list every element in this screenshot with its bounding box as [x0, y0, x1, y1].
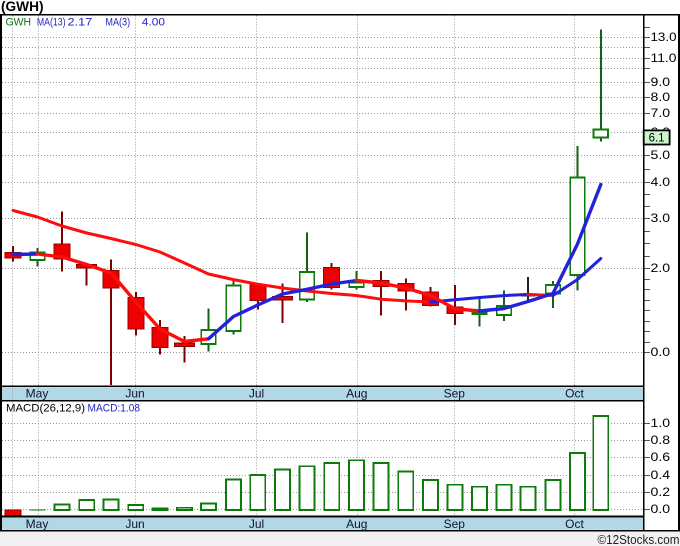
- svg-text:MA(13): MA(13): [37, 17, 66, 29]
- svg-text:MA(3): MA(3): [105, 17, 130, 29]
- svg-text:0.0: 0.0: [651, 345, 671, 359]
- svg-text:0.8: 0.8: [651, 433, 671, 447]
- svg-text:3.0: 3.0: [651, 211, 671, 225]
- svg-text:Jun: Jun: [125, 387, 144, 401]
- svg-text:5.0: 5.0: [651, 148, 671, 162]
- svg-text:May: May: [26, 517, 49, 531]
- svg-text:Jul: Jul: [249, 517, 264, 531]
- svg-text:0.0: 0.0: [651, 502, 671, 516]
- svg-text:Aug: Aug: [346, 517, 367, 531]
- svg-text:6.1: 6.1: [649, 133, 665, 145]
- svg-text:May: May: [26, 387, 49, 401]
- svg-text:Aug: Aug: [346, 387, 367, 401]
- svg-text:4.0: 4.0: [651, 175, 671, 189]
- svg-text:9.0: 9.0: [651, 75, 671, 89]
- svg-text:MACD(26,12,9): MACD(26,12,9): [6, 403, 85, 415]
- svg-text:(GWH): (GWH): [1, 0, 43, 14]
- svg-text:7.0: 7.0: [651, 106, 671, 120]
- svg-text:8.0: 8.0: [651, 90, 671, 104]
- svg-text:Jun: Jun: [125, 517, 144, 531]
- svg-text:0.2: 0.2: [651, 485, 671, 499]
- svg-text:Oct: Oct: [565, 517, 584, 531]
- svg-text:©12Stocks.com: ©12Stocks.com: [598, 533, 680, 546]
- svg-text:13.0: 13.0: [651, 30, 677, 44]
- svg-text:1.0: 1.0: [651, 416, 671, 430]
- svg-text:Oct: Oct: [565, 387, 584, 401]
- svg-text:2.0: 2.0: [651, 261, 671, 275]
- svg-text:4.00: 4.00: [142, 17, 165, 29]
- svg-text:Sep: Sep: [444, 517, 466, 531]
- svg-text:0.6: 0.6: [651, 450, 671, 464]
- svg-text:Jul: Jul: [249, 387, 264, 401]
- svg-text:0.4: 0.4: [651, 468, 671, 482]
- svg-text:GWH: GWH: [6, 17, 32, 29]
- svg-text:Sep: Sep: [444, 387, 466, 401]
- svg-text:MACD:1.08: MACD:1.08: [88, 403, 141, 415]
- svg-text:11.0: 11.0: [651, 51, 677, 65]
- svg-text:2.17: 2.17: [68, 17, 93, 29]
